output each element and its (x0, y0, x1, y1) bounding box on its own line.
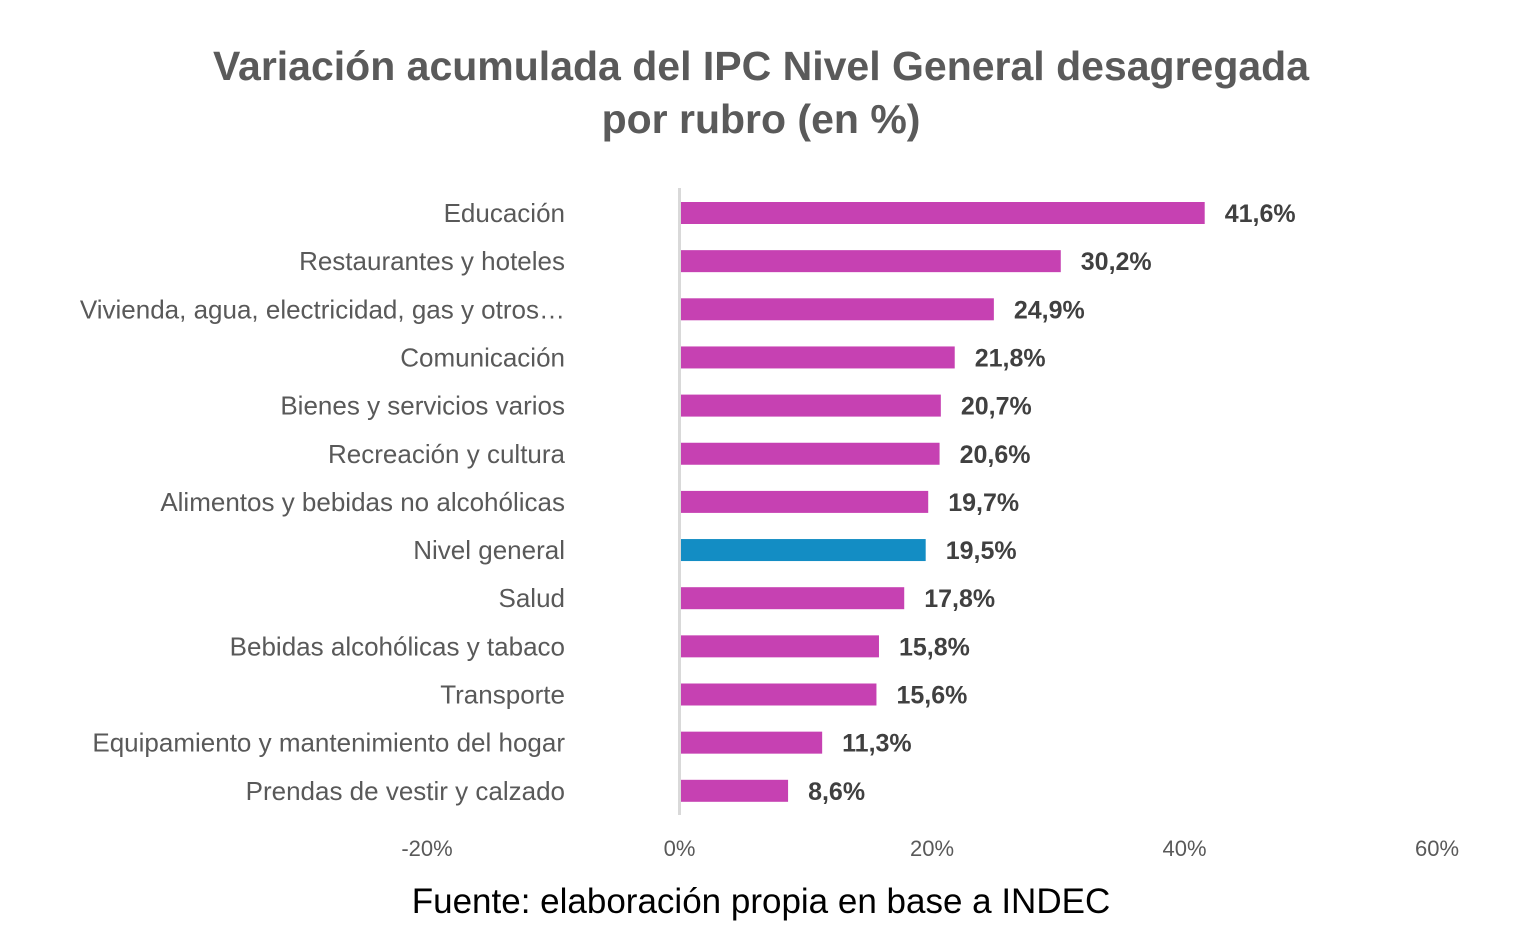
bars-group (679, 202, 1205, 802)
bar (679, 394, 941, 417)
x-tick-label: 0% (664, 836, 696, 861)
bar-highlight (679, 539, 926, 562)
category-label: Salud (499, 583, 566, 613)
category-label: Transporte (440, 680, 565, 710)
data-label: 8,6% (808, 778, 865, 806)
data-labels: 41,6% 30,2% 24,9% 21,8% 20,7% 20,6% 19,7% 19,5%… (808, 200, 1296, 806)
data-label: 19,5% (946, 537, 1017, 565)
bar (679, 298, 994, 321)
source-note: Fuente: elaboración propia en base a IND… (411, 882, 1111, 921)
bar (679, 202, 1205, 224)
data-label: 30,2% (1081, 248, 1152, 276)
x-axis-ticks: -20% 0% 20% 40% 60% (401, 836, 1459, 861)
x-tick-label: 60% (1415, 836, 1459, 861)
data-label: 17,8% (924, 585, 995, 613)
category-label: Bienes y servicios varios (280, 391, 565, 421)
data-label: 19,7% (948, 489, 1019, 517)
bar (679, 587, 905, 610)
x-tick-label: 40% (1162, 836, 1206, 861)
data-label: 21,8% (975, 344, 1046, 372)
bar (679, 490, 929, 513)
category-label: Bebidas alcohólicas y tabaco (230, 631, 565, 661)
bar (679, 731, 823, 754)
x-tick-label: 20% (910, 836, 954, 861)
category-label: Comunicación (400, 342, 565, 372)
category-label: Equipamiento y mantenimiento del hogar (92, 728, 565, 758)
chart-title-line-1: Variación acumulada del IPC Nivel Genera… (212, 43, 1310, 89)
bar (679, 635, 879, 658)
bar (679, 346, 955, 369)
bar (679, 779, 789, 802)
x-tick-label: -20% (401, 836, 452, 861)
category-label: Nivel general (413, 535, 565, 565)
chart-title-line-2: por rubro (en %) (601, 96, 921, 142)
data-label: 11,3% (842, 730, 912, 758)
data-label: 20,7% (961, 393, 1032, 421)
category-label: Educación (444, 198, 565, 228)
data-label: 15,8% (899, 633, 970, 661)
data-label: 24,9% (1014, 296, 1085, 324)
category-label: Prendas de vestir y calzado (246, 776, 565, 806)
category-label: Alimentos y bebidas no alcohólicas (160, 487, 565, 517)
data-label: 20,6% (960, 441, 1031, 469)
bar (679, 250, 1061, 273)
bar (679, 683, 877, 706)
data-label: 15,6% (896, 682, 967, 710)
chart-title: Variación acumulada del IPC Nivel Genera… (0, 40, 1522, 146)
category-label: Restaurantes y hoteles (299, 246, 565, 276)
category-label: Vivienda, agua, electricidad, gas y otro… (80, 294, 565, 324)
category-label: Recreación y cultura (328, 439, 566, 469)
bar (679, 442, 940, 465)
category-labels: Educación Restaurantes y hoteles Vivienda,… (80, 198, 566, 806)
data-label: 41,6% (1225, 200, 1296, 228)
